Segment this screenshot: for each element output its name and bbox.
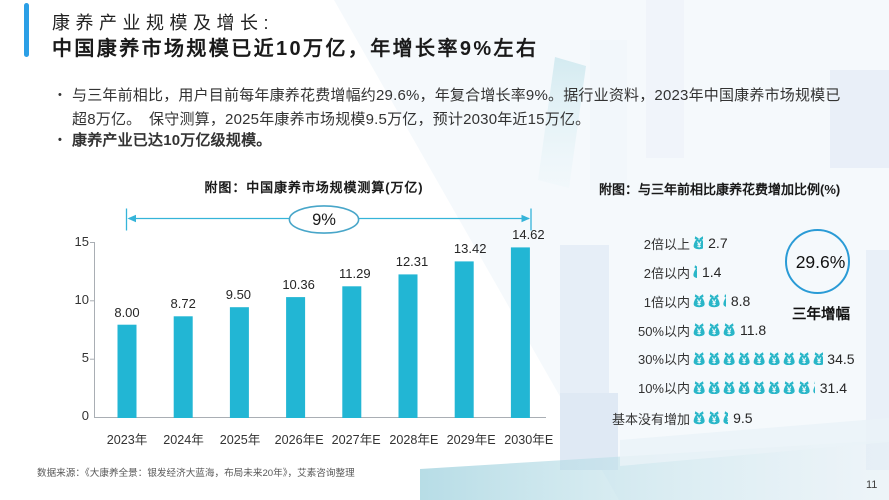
svg-text:¥: ¥ [697, 416, 702, 425]
svg-text:¥: ¥ [712, 299, 717, 308]
svg-text:¥: ¥ [697, 386, 702, 395]
svg-text:¥: ¥ [727, 328, 732, 337]
svg-text:¥: ¥ [712, 357, 717, 366]
svg-text:¥: ¥ [787, 357, 792, 366]
svg-text:¥: ¥ [802, 386, 807, 395]
svg-text:¥: ¥ [727, 357, 732, 366]
svg-text:9%: 9% [312, 211, 336, 229]
svg-text:¥: ¥ [697, 328, 702, 337]
svg-text:¥: ¥ [817, 357, 822, 366]
svg-text:¥: ¥ [802, 357, 807, 366]
svg-text:¥: ¥ [697, 357, 702, 366]
svg-text:¥: ¥ [712, 328, 717, 337]
svg-text:¥: ¥ [772, 386, 777, 395]
svg-text:¥: ¥ [697, 241, 702, 250]
svg-text:¥: ¥ [757, 386, 762, 395]
svg-text:¥: ¥ [742, 386, 747, 395]
svg-text:¥: ¥ [727, 416, 729, 425]
svg-text:¥: ¥ [787, 386, 792, 395]
svg-text:¥: ¥ [697, 299, 702, 308]
svg-text:¥: ¥ [757, 357, 762, 366]
svg-text:¥: ¥ [712, 416, 717, 425]
svg-text:¥: ¥ [697, 270, 698, 279]
svg-text:¥: ¥ [727, 386, 732, 395]
svg-text:¥: ¥ [772, 357, 777, 366]
svg-text:¥: ¥ [742, 357, 747, 366]
svg-text:¥: ¥ [712, 386, 717, 395]
